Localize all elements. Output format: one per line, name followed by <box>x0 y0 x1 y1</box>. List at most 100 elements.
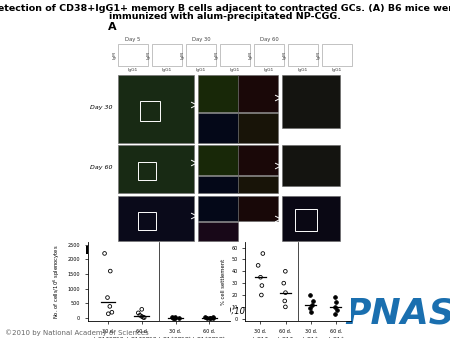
Point <box>171 315 179 321</box>
Bar <box>288 44 318 66</box>
Point <box>332 311 339 317</box>
Point <box>306 305 313 311</box>
Point <box>258 292 265 298</box>
Text: Yuichi Aiba et al. PNAS 2010;107:27:12192-12197: Yuichi Aiba et al. PNAS 2010;107:27:1219… <box>112 307 323 316</box>
Text: IgM: IgM <box>181 51 185 59</box>
Bar <box>138 162 156 180</box>
Bar <box>238 75 278 112</box>
Bar <box>118 145 194 193</box>
Point <box>309 298 316 304</box>
Point <box>307 309 315 314</box>
Point <box>170 315 177 320</box>
Point <box>202 315 209 320</box>
Point <box>207 315 214 320</box>
Text: IgM: IgM <box>113 51 117 59</box>
Text: IgG1: IgG1 <box>264 68 274 72</box>
Point <box>333 308 341 313</box>
Point <box>257 274 264 280</box>
Y-axis label: No. of cells/10$^6$ splenocytes: No. of cells/10$^6$ splenocytes <box>52 244 62 319</box>
Point <box>104 295 111 300</box>
Bar <box>238 176 278 193</box>
Point <box>105 311 112 316</box>
Point <box>280 281 288 286</box>
Point <box>108 310 116 315</box>
Text: immunized with alum-precipitated NP-CGG.: immunized with alum-precipitated NP-CGG. <box>109 12 341 21</box>
Text: IgG1: IgG1 <box>298 68 308 72</box>
Bar <box>322 44 352 66</box>
Y-axis label: % cell settlement: % cell settlement <box>221 258 226 305</box>
Bar <box>282 75 340 128</box>
Bar <box>198 145 238 175</box>
Point <box>206 315 213 321</box>
Point <box>331 304 338 310</box>
Point <box>309 302 316 307</box>
Text: A: A <box>108 22 117 32</box>
Bar <box>138 212 156 230</box>
Point <box>170 315 177 321</box>
Point <box>101 251 108 256</box>
Bar <box>152 44 182 66</box>
Point <box>171 314 178 319</box>
Point <box>168 314 176 320</box>
Text: IgG1: IgG1 <box>230 68 240 72</box>
Text: Day 60: Day 60 <box>260 37 279 42</box>
Text: IgM: IgM <box>283 51 287 59</box>
Bar <box>295 209 317 231</box>
Text: ©2010 by National Academy of Sciences: ©2010 by National Academy of Sciences <box>5 329 149 336</box>
Text: IgG1: IgG1 <box>196 68 206 72</box>
Text: IgG1: IgG1 <box>332 68 342 72</box>
Bar <box>198 176 238 193</box>
Bar <box>198 75 238 112</box>
Point <box>259 251 266 256</box>
Bar <box>198 113 238 143</box>
Text: Day 30: Day 30 <box>90 105 113 111</box>
Text: Detection of CD38+IgG1+ memory B cells adjacent to contracted GCs. (A) B6 mice w: Detection of CD38+IgG1+ memory B cells a… <box>0 4 450 13</box>
Bar <box>198 196 238 221</box>
Point <box>209 314 216 320</box>
Point <box>332 299 339 305</box>
Text: B: B <box>85 246 94 256</box>
Point <box>282 290 289 295</box>
Text: IgM: IgM <box>215 51 219 59</box>
Bar <box>238 196 278 221</box>
Text: PNAS: PNAS <box>345 296 450 330</box>
Bar <box>238 145 278 175</box>
Point <box>255 263 262 268</box>
Text: Day 30: Day 30 <box>192 37 210 42</box>
Text: IgG1: IgG1 <box>128 68 138 72</box>
Bar <box>254 44 284 66</box>
Point <box>209 315 216 321</box>
Point <box>282 269 289 274</box>
Text: IgM: IgM <box>317 51 321 59</box>
Text: IgM: IgM <box>249 51 253 59</box>
Bar <box>118 75 194 143</box>
Bar <box>282 145 340 186</box>
Point <box>175 315 182 320</box>
Bar <box>118 44 148 66</box>
Point <box>281 298 288 304</box>
Point <box>138 314 145 319</box>
Point <box>306 292 314 298</box>
Bar <box>238 113 278 143</box>
Text: Day 5: Day 5 <box>125 37 141 42</box>
Bar <box>198 222 238 241</box>
Point <box>203 315 211 321</box>
Point <box>258 283 265 288</box>
Point <box>140 315 147 320</box>
Point <box>135 310 142 316</box>
Point <box>282 304 289 310</box>
Text: IgG1: IgG1 <box>162 68 172 72</box>
Bar <box>140 101 160 121</box>
Point <box>140 315 148 320</box>
Bar <box>186 44 216 66</box>
Point <box>331 295 338 300</box>
Point <box>107 268 114 274</box>
Bar <box>118 196 194 241</box>
Bar <box>220 44 250 66</box>
Point <box>106 304 113 309</box>
Point <box>138 307 145 312</box>
Text: Day 60: Day 60 <box>90 166 113 170</box>
Point <box>136 313 144 318</box>
Bar <box>282 196 340 241</box>
Text: IgM: IgM <box>147 51 151 59</box>
